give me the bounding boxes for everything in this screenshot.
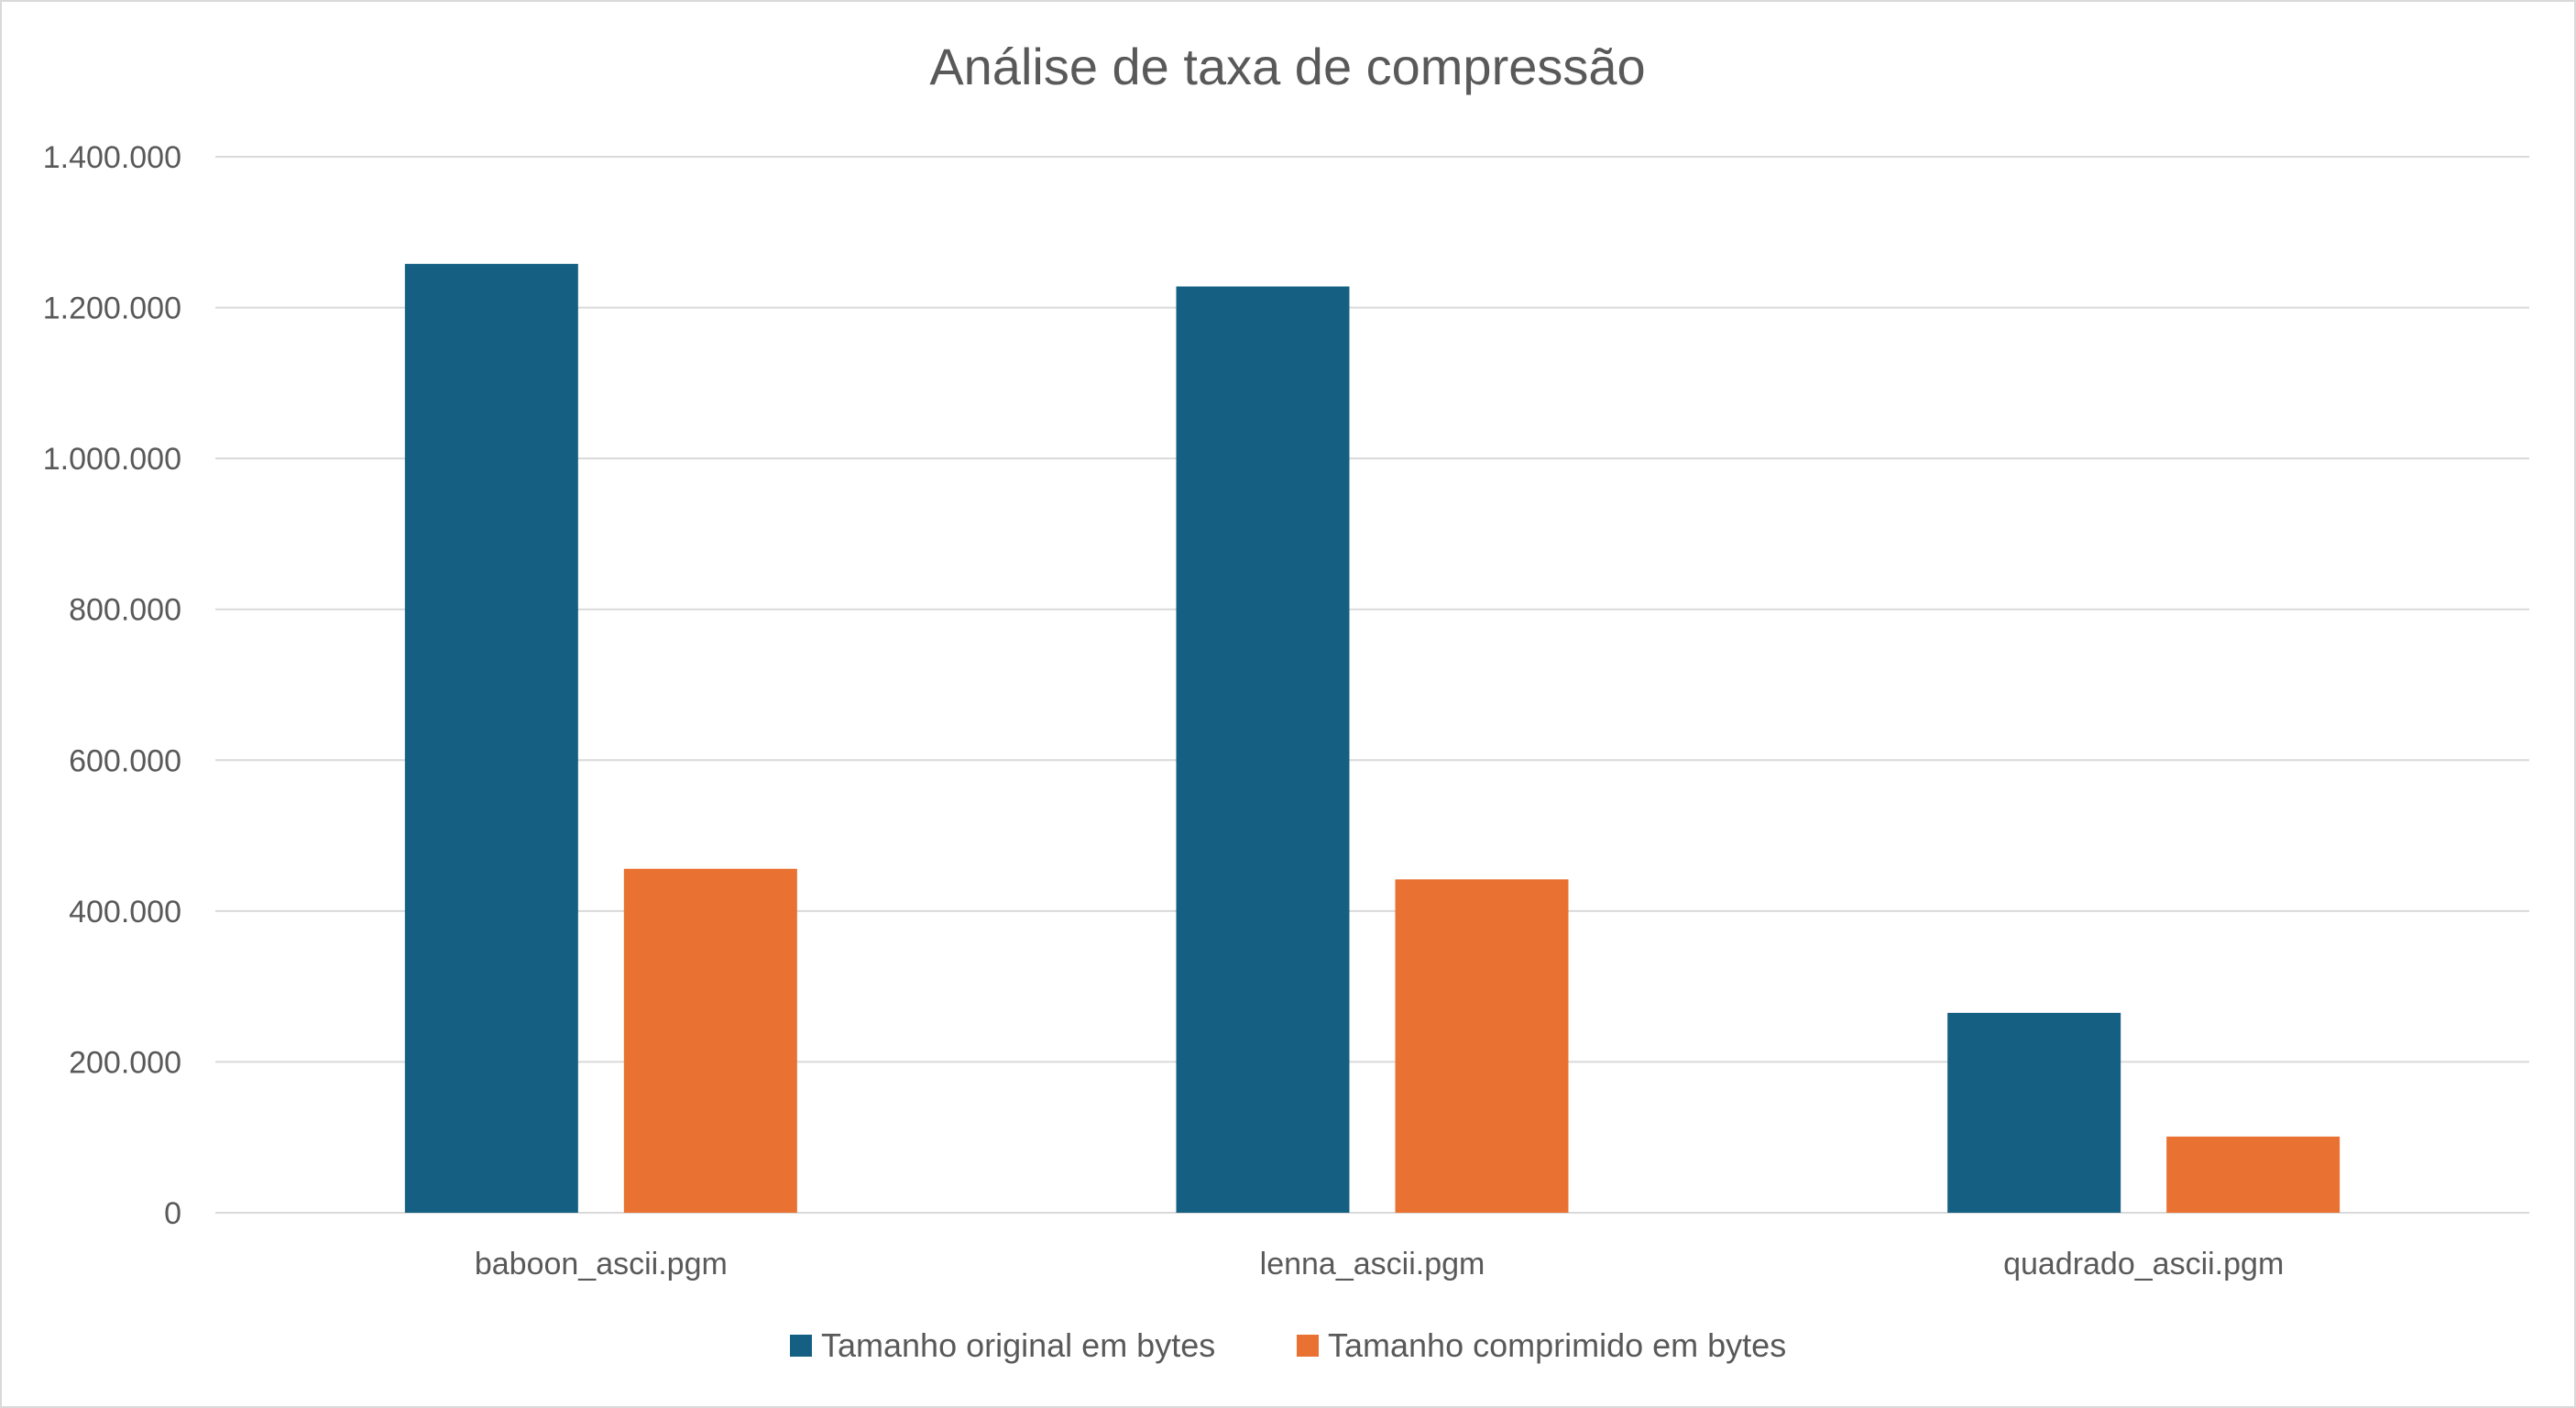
y-axis-ticks: 0 200.000 400.000 600.000 800.000 1.000.000 1.… xyxy=(43,140,181,1231)
x-category-label: lenna_ascii.pgm xyxy=(1260,1247,1485,1282)
legend-label: Tamanho original em bytes xyxy=(821,1326,1215,1364)
x-category-label: baboon_ascii.pgm xyxy=(475,1247,728,1282)
y-tick-label: 1.400.000 xyxy=(43,140,181,175)
legend-label: Tamanho comprimido em bytes xyxy=(1328,1326,1786,1364)
y-tick-label: 600.000 xyxy=(69,743,181,778)
y-tick-label: 0 xyxy=(164,1196,181,1231)
y-tick-label: 400.000 xyxy=(69,895,181,930)
x-axis-categories: baboon_ascii.pgm lenna_ascii.pgm quadrado_… xyxy=(475,1247,2284,1282)
bar-comprimido-0 xyxy=(623,868,797,1213)
y-tick-label: 800.000 xyxy=(69,593,181,628)
bar-comprimido-2 xyxy=(2166,1136,2340,1213)
y-tick-label: 1.000.000 xyxy=(43,442,181,477)
chart-title: Análise de taxa de compressão xyxy=(929,38,1645,95)
y-tick-label: 1.200.000 xyxy=(43,292,181,326)
legend-swatch xyxy=(1297,1335,1319,1357)
bars xyxy=(404,263,2340,1213)
bar-original-1 xyxy=(1176,286,1350,1213)
bar-comprimido-1 xyxy=(1395,879,1569,1213)
bar-original-0 xyxy=(404,263,578,1213)
legend: Tamanho original em bytes Tamanho comprim… xyxy=(790,1326,1786,1364)
legend-swatch xyxy=(790,1335,812,1357)
x-category-label: quadrado_ascii.pgm xyxy=(2003,1247,2284,1282)
gridlines xyxy=(215,156,2529,1214)
bar-original-2 xyxy=(1947,1012,2121,1213)
y-tick-label: 200.000 xyxy=(69,1045,181,1080)
